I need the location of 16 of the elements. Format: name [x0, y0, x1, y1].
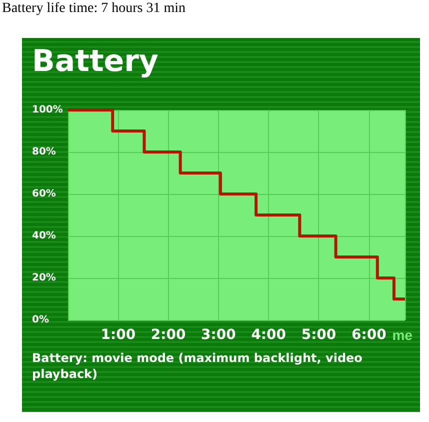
- x-tick-label: 3:00: [201, 327, 236, 343]
- chart-title: Battery: [32, 44, 158, 79]
- x-axis-title: me: [392, 327, 413, 343]
- y-tick-label: 0%: [32, 314, 49, 326]
- text: Battery life time: 7 hours 31 min: [2, 1, 186, 17]
- text: Battery: movie mode (maximum backlight, video playback): [32, 350, 364, 382]
- y-tick-label: 20%: [32, 272, 56, 284]
- y-tick-label: 60%: [32, 188, 56, 200]
- x-tick-label: 2:00: [150, 327, 186, 343]
- x-tick-label: 5:00: [301, 327, 336, 343]
- x-tick-label: 1:00: [100, 327, 136, 343]
- y-tick-label: 100%: [32, 104, 63, 116]
- y-tick-label: 40%: [32, 230, 56, 242]
- x-tick-label: 6:00: [351, 327, 387, 343]
- y-tick-label: 80%: [32, 146, 56, 158]
- x-tick-label: 4:00: [251, 327, 286, 343]
